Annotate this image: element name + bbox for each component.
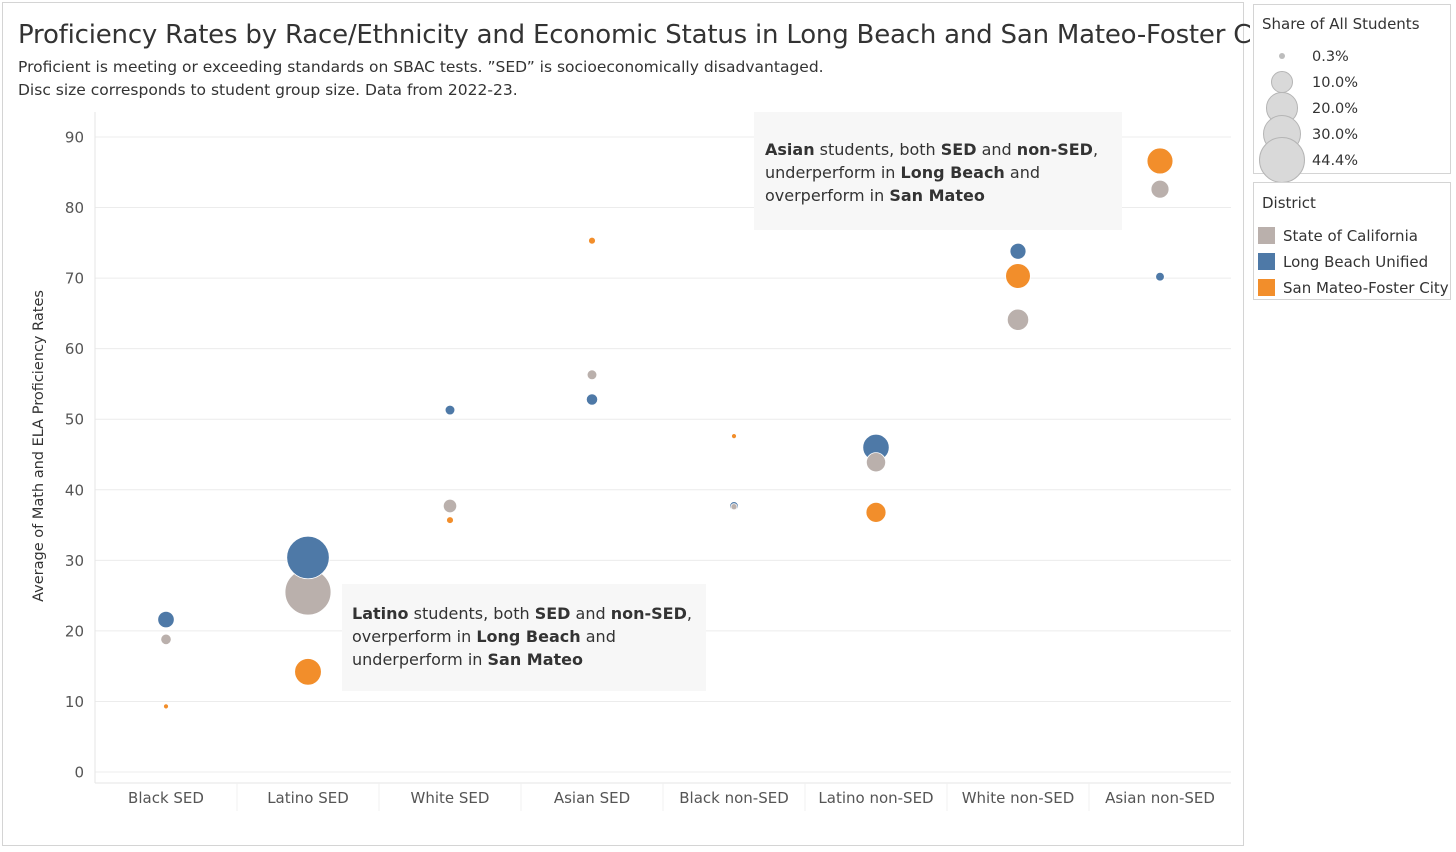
data-disc-long-beach-unified[interactable] <box>444 404 456 416</box>
data-disc-state-of-california[interactable] <box>1006 308 1030 331</box>
annotation-text-run: SED <box>940 140 977 159</box>
size-legend-title: Share of All Students <box>1262 15 1420 33</box>
size-legend-label: 0.3% <box>1312 49 1349 65</box>
x-category-label: Latino non-SED <box>818 789 933 807</box>
data-disc-state-of-california[interactable] <box>160 633 172 645</box>
y-tick-label: 50 <box>65 411 84 429</box>
data-disc-san-mateo-foster-city[interactable] <box>446 516 454 524</box>
x-category-label: Asian non-SED <box>1105 789 1215 807</box>
district-legend[interactable]: District State of California Long Beach U… <box>1253 182 1451 300</box>
district-legend-item[interactable]: San Mateo-Foster City <box>1258 277 1450 299</box>
size-legend: Share of All Students 0.3% 10.0% 20.0% 30.0… <box>1253 4 1451 184</box>
size-legend-disc <box>1279 53 1285 59</box>
data-disc-state-of-california[interactable] <box>730 503 738 511</box>
x-category-label: White SED <box>411 789 490 807</box>
annotation-text-run: and overperform in <box>765 163 1041 205</box>
data-disc-long-beach-unified[interactable] <box>157 610 175 629</box>
y-axis-title: Average of Math and ELA Proficiency Rate… <box>31 290 47 602</box>
data-disc-state-of-california[interactable] <box>586 369 598 381</box>
annotation-text-run: and underperform in <box>352 627 616 669</box>
x-category-label: Asian SED <box>554 789 630 807</box>
data-disc-san-mateo-foster-city[interactable] <box>731 433 737 440</box>
chart-subtitle-line-2: Disc size corresponds to student group s… <box>18 81 518 99</box>
data-disc-long-beach-unified[interactable] <box>585 393 599 406</box>
y-tick-label: 70 <box>65 270 84 288</box>
grid-layer <box>94 112 1231 811</box>
y-tick-label: 20 <box>65 622 84 640</box>
y-tick-label: 90 <box>65 129 84 147</box>
size-legend-disc <box>1270 70 1294 94</box>
chart-subtitle-line-1: Proficient is meeting or exceeding stand… <box>18 58 824 76</box>
annotation-text-run: San Mateo <box>889 186 985 205</box>
annotation-text-run: Latino <box>352 604 409 623</box>
marks-layer <box>157 147 1174 710</box>
annotation-text-run: non-SED <box>1016 140 1093 159</box>
annotation-text-run: Long Beach <box>900 163 1005 182</box>
annotation-text-run: San Mateo <box>487 650 584 669</box>
y-tick-label: 30 <box>65 552 84 570</box>
size-legend-disc <box>1258 136 1306 184</box>
district-legend-label: Long Beach Unified <box>1283 253 1429 271</box>
size-legend-label: 10.0% <box>1312 75 1359 91</box>
data-disc-san-mateo-foster-city[interactable] <box>865 501 887 523</box>
district-legend-item[interactable]: Long Beach Unified <box>1258 251 1450 273</box>
annotation-asian: Asian students, both SED and non-SED, un… <box>754 112 1122 230</box>
data-disc-san-mateo-foster-city[interactable] <box>163 703 169 710</box>
y-tick-label: 0 <box>74 764 84 782</box>
y-tick-label: 60 <box>65 340 84 358</box>
district-legend-label: San Mateo-Foster City <box>1283 279 1449 297</box>
annotation-text-run: students, both <box>814 140 941 159</box>
district-legend-item[interactable]: State of California <box>1258 225 1450 247</box>
data-disc-state-of-california[interactable] <box>442 498 458 514</box>
data-disc-state-of-california[interactable] <box>865 452 887 473</box>
x-category-label: Black non-SED <box>679 789 789 807</box>
data-disc-san-mateo-foster-city[interactable] <box>588 236 596 245</box>
annotation-text-run: students, both <box>408 604 535 623</box>
annotation-text-run: and <box>976 140 1017 159</box>
y-tick-label: 40 <box>65 481 84 499</box>
district-legend-swatch <box>1258 279 1275 296</box>
district-legend-swatch <box>1258 227 1275 244</box>
data-disc-long-beach-unified[interactable] <box>1155 271 1165 282</box>
data-disc-state-of-california[interactable] <box>1150 179 1170 199</box>
annotation-text-run: Asian <box>765 140 815 159</box>
annotation-text-run: Long Beach <box>476 627 581 646</box>
x-category-label: Black SED <box>128 789 204 807</box>
y-tick-label: 10 <box>65 693 84 711</box>
annotation-latino: Latino students, both SED and non-SED, o… <box>342 584 706 691</box>
axis-layer: 0 10 20 30 40 50 60 70 80 90 Average of Math and E… <box>31 129 1215 808</box>
size-legend-item: 44.4% <box>1254 136 1450 184</box>
size-legend-label: 44.4% <box>1312 153 1359 169</box>
size-legend-item: 10.0% <box>1254 70 1450 97</box>
annotation-text-run: , overperform in <box>352 604 692 646</box>
district-legend-title: District <box>1262 194 1316 212</box>
district-legend-swatch <box>1258 253 1275 270</box>
data-disc-san-mateo-foster-city[interactable] <box>1005 263 1031 289</box>
district-legend-label: State of California <box>1283 227 1418 245</box>
x-category-label: White non-SED <box>962 789 1075 807</box>
size-legend-item: 0.3% <box>1254 45 1450 71</box>
size-legend-label: 30.0% <box>1312 127 1359 143</box>
annotation-text-run: non-SED <box>610 604 687 623</box>
annotation-text-run: , underperform in <box>765 140 1099 182</box>
annotation-text-run: and <box>570 604 611 623</box>
data-disc-long-beach-unified[interactable] <box>286 535 330 580</box>
data-disc-long-beach-unified[interactable] <box>1009 242 1027 260</box>
data-disc-san-mateo-foster-city[interactable] <box>294 658 322 686</box>
chart-title: Proficiency Rates by Race/Ethnicity and … <box>18 20 1284 50</box>
x-category-label: Latino SED <box>267 789 349 807</box>
y-tick-label: 80 <box>65 199 84 217</box>
size-legend-label: 20.0% <box>1312 101 1359 117</box>
data-disc-san-mateo-foster-city[interactable] <box>1146 147 1174 175</box>
annotation-text-run: SED <box>534 604 571 623</box>
